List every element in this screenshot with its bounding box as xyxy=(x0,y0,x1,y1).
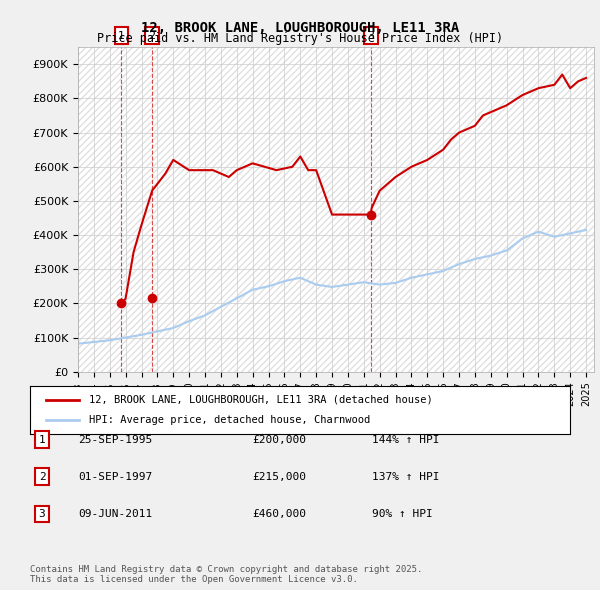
Text: £215,000: £215,000 xyxy=(252,472,306,481)
Text: 3: 3 xyxy=(38,509,46,519)
Text: 2: 2 xyxy=(149,31,156,41)
Text: 1: 1 xyxy=(38,435,46,444)
Text: Contains HM Land Registry data © Crown copyright and database right 2025.
This d: Contains HM Land Registry data © Crown c… xyxy=(30,565,422,584)
Text: 12, BROOK LANE, LOUGHBOROUGH, LE11 3RA (detached house): 12, BROOK LANE, LOUGHBOROUGH, LE11 3RA (… xyxy=(89,395,433,405)
Text: 01-SEP-1997: 01-SEP-1997 xyxy=(78,472,152,481)
Text: 2: 2 xyxy=(38,472,46,481)
Text: 3: 3 xyxy=(367,31,374,41)
Text: £460,000: £460,000 xyxy=(252,509,306,519)
Text: 1: 1 xyxy=(118,31,125,41)
Text: 90% ↑ HPI: 90% ↑ HPI xyxy=(372,509,433,519)
Text: 137% ↑ HPI: 137% ↑ HPI xyxy=(372,472,439,481)
Text: HPI: Average price, detached house, Charnwood: HPI: Average price, detached house, Char… xyxy=(89,415,371,425)
Text: 144% ↑ HPI: 144% ↑ HPI xyxy=(372,435,439,444)
Text: 25-SEP-1995: 25-SEP-1995 xyxy=(78,435,152,444)
Text: £200,000: £200,000 xyxy=(252,435,306,444)
Text: 12, BROOK LANE, LOUGHBOROUGH, LE11 3RA: 12, BROOK LANE, LOUGHBOROUGH, LE11 3RA xyxy=(141,21,459,35)
Text: Price paid vs. HM Land Registry's House Price Index (HPI): Price paid vs. HM Land Registry's House … xyxy=(97,32,503,45)
Text: 09-JUN-2011: 09-JUN-2011 xyxy=(78,509,152,519)
